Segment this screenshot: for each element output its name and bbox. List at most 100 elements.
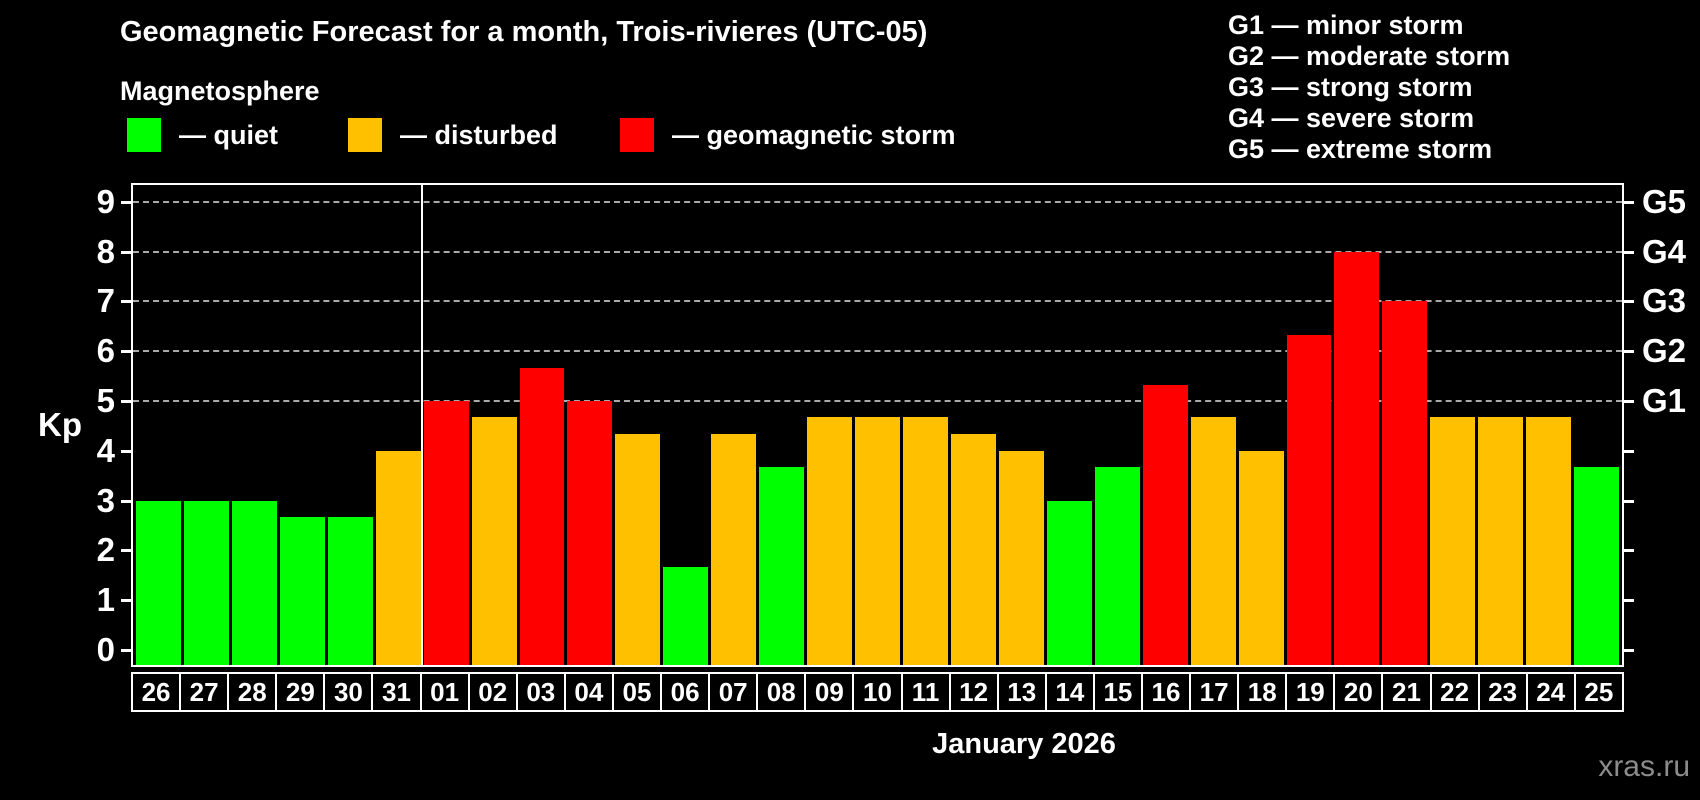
day-label-11: 11: [900, 672, 951, 712]
storm-color-swatch: [620, 118, 654, 152]
day-label-20: 20: [1333, 672, 1384, 712]
kp-status-legend: — quiet — disturbed — geomagnetic storm: [0, 118, 1120, 158]
g-scale-legend-line: G3 — strong storm: [1228, 72, 1473, 102]
day-label-13: 13: [996, 672, 1047, 712]
y-tick-0: [121, 649, 131, 652]
legend-label-storm: — geomagnetic storm: [672, 119, 956, 150]
plot-area: [131, 183, 1624, 667]
disturbed-color-swatch: [348, 118, 382, 152]
y-tick-label-4: 4: [96, 431, 115, 469]
bar-day-10: [855, 417, 900, 665]
day-label-02: 02: [467, 672, 518, 712]
day-label-21: 21: [1381, 672, 1432, 712]
day-label-31: 31: [371, 672, 422, 712]
g-scale-legend-line: G5 — extreme storm: [1228, 134, 1493, 164]
y-tick-5: [121, 400, 131, 403]
grid-line-kp-9: [133, 200, 1622, 203]
bar-day-23: [1478, 417, 1524, 665]
day-label-03: 03: [515, 672, 566, 712]
g-axis-label-G4: G4: [1642, 232, 1687, 270]
bar-day-05: [615, 434, 661, 665]
grid-line-kp-7: [133, 300, 1622, 303]
bar-day-17: [1190, 417, 1236, 665]
day-label-row: 26 27 28 29 30 31 01 02 03 04 05 06 07 08 09 10 11 12 13 14…: [131, 672, 1624, 712]
right-tick-3: [1624, 499, 1634, 503]
g-scale-legend: G1 — minor storm G2 — moderate storm G3 — …: [1228, 10, 1510, 165]
bar-day-09: [807, 417, 853, 665]
day-label-08: 08: [756, 672, 807, 712]
y-tick-9: [121, 200, 131, 204]
bar-day-19: [1286, 334, 1332, 665]
month-separator-line: [421, 185, 424, 665]
y-tick-label-3: 3: [96, 481, 115, 519]
g-scale-legend-line: G4 — severe storm: [1228, 103, 1475, 133]
legend-item-disturbed: — disturbed: [348, 118, 558, 152]
grid-line-kp-6: [133, 350, 1622, 353]
bar-day-18: [1238, 450, 1284, 665]
quiet-color-swatch: [127, 118, 161, 152]
day-label-07: 07: [708, 672, 759, 712]
day-label-26: 26: [131, 672, 182, 712]
day-label-29: 29: [275, 672, 326, 712]
day-label-12: 12: [948, 672, 999, 712]
y-tick-2: [121, 549, 131, 553]
day-label-24: 24: [1525, 672, 1576, 712]
y-tick-label-7: 7: [96, 282, 115, 320]
bar-day-27: [183, 500, 229, 665]
g-axis-label-G2: G2: [1642, 332, 1687, 370]
day-label-18: 18: [1237, 672, 1288, 712]
y-tick-label-1: 1: [96, 581, 115, 619]
day-label-28: 28: [227, 672, 278, 712]
bar-day-01: [423, 401, 469, 665]
bar-day-28: [231, 500, 277, 665]
g-scale-legend-line: G1 — minor storm: [1228, 10, 1464, 40]
day-label-10: 10: [852, 672, 903, 712]
bar-day-15: [1094, 467, 1140, 665]
chart-title: Geomagnetic Forecast for a month, Trois-…: [120, 16, 928, 48]
bar-day-07: [711, 434, 757, 665]
legend-label-quiet: — quiet: [179, 119, 278, 150]
y-tick-label-5: 5: [96, 382, 115, 419]
legend-label-disturbed: — disturbed: [400, 119, 558, 150]
legend-item-quiet: — quiet: [127, 118, 278, 152]
y-tick-8: [121, 250, 131, 254]
legend-item-storm: — geomagnetic storm: [620, 118, 956, 152]
day-label-22: 22: [1429, 672, 1480, 712]
bar-day-03: [519, 367, 565, 665]
bar-day-31: [375, 450, 421, 665]
bar-day-21: [1382, 301, 1428, 665]
day-label-16: 16: [1140, 672, 1192, 712]
y-tick-label-6: 6: [96, 332, 115, 370]
bar-day-02: [471, 417, 517, 665]
day-label-14: 14: [1044, 672, 1095, 712]
bar-day-08: [759, 467, 805, 665]
day-label-30: 30: [323, 672, 374, 712]
day-label-04: 04: [563, 672, 614, 712]
watermark: xras.ru: [1598, 750, 1690, 783]
kp-bars: [133, 185, 1622, 665]
bar-day-14: [1046, 500, 1092, 665]
y-tick-label-0: 0: [96, 631, 115, 668]
bar-day-22: [1430, 417, 1476, 665]
bar-day-06: [663, 566, 709, 665]
y-tick-4: [121, 449, 131, 453]
day-label-23: 23: [1477, 672, 1528, 712]
bar-day-24: [1526, 417, 1572, 665]
right-tick-6: [1624, 350, 1634, 354]
magnetosphere-subtitle: Magnetosphere: [120, 76, 320, 106]
day-label-06: 06: [660, 672, 711, 712]
day-label-25: 25: [1573, 672, 1624, 712]
day-label-15: 15: [1092, 672, 1143, 712]
g-axis-label-G3: G3: [1642, 282, 1687, 320]
right-tick-4: [1624, 449, 1634, 453]
bar-day-25: [1574, 467, 1620, 665]
y-tick-7: [121, 300, 131, 304]
bar-day-29: [279, 517, 325, 665]
bar-day-16: [1142, 384, 1188, 665]
day-label-09: 09: [804, 672, 855, 712]
bar-day-26: [136, 500, 181, 665]
right-tick-7: [1624, 300, 1634, 304]
right-tick-9: [1624, 200, 1634, 204]
g-scale-legend-line: G2 — moderate storm: [1228, 41, 1511, 71]
